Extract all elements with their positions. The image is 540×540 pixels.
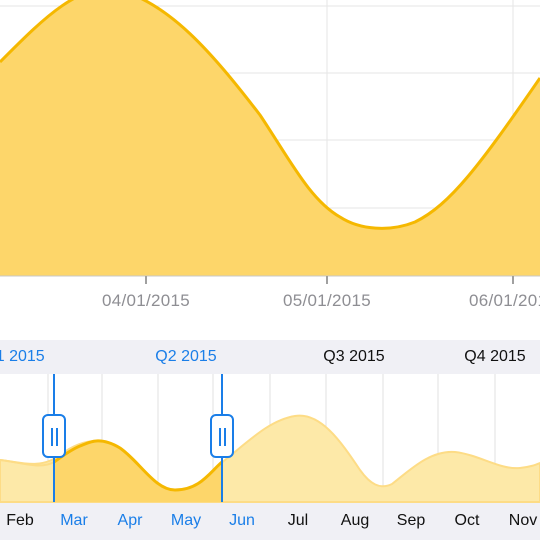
month-label-jul[interactable]: Jul <box>287 512 309 529</box>
quarter-label-q4[interactable]: Q4 2015 <box>464 348 526 365</box>
month-label-nov[interactable]: Nov <box>508 512 538 529</box>
navigator-selected-line <box>53 439 223 492</box>
month-label-aug[interactable]: Aug <box>340 512 370 529</box>
x-tick-label: 06/01/2015 <box>468 291 540 310</box>
month-label-apr[interactable]: Apr <box>117 512 143 529</box>
month-label-may[interactable]: May <box>170 512 202 529</box>
navigator-left-edge <box>0 459 55 467</box>
quarter-label-q1[interactable]: Q1 2015 <box>0 348 45 365</box>
main-area-line <box>0 0 540 230</box>
navigator-selected-area <box>54 440 222 502</box>
month-label-oct[interactable]: Oct <box>454 512 480 529</box>
month-label-jun[interactable]: Jun <box>229 512 255 529</box>
main-x-ticks <box>145 276 514 284</box>
range-left-handle[interactable] <box>42 414 66 458</box>
quarter-label-q3[interactable]: Q3 2015 <box>323 348 385 365</box>
x-tick-label: 05/01/2015 <box>282 291 372 310</box>
quarter-label-q2[interactable]: Q2 2015 <box>155 348 217 365</box>
x-tick-label: 04/01/2015 <box>101 291 191 310</box>
month-label-sep[interactable]: Sep <box>396 512 426 529</box>
month-label-feb[interactable]: Feb <box>6 512 34 529</box>
quarter-band <box>0 340 540 374</box>
main-area-fill <box>0 0 540 276</box>
month-band <box>0 502 540 540</box>
month-label-mar[interactable]: Mar <box>60 512 88 529</box>
range-right-handle[interactable] <box>210 414 234 458</box>
